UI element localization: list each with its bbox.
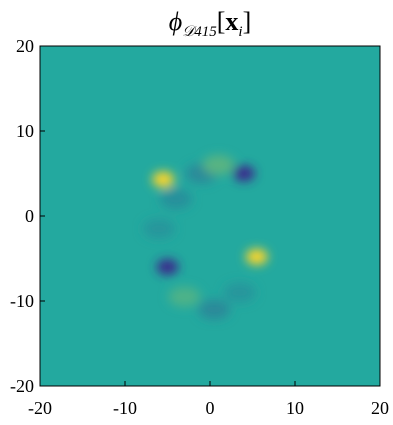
title-symbol: ϕ [169,7,182,36]
title-subscript: 𝒟415 [182,24,217,40]
title-argument: x [225,7,238,36]
heat-blob [152,171,175,188]
y-tick-label: 20 [16,36,34,56]
x-tick-label: 10 [286,398,304,418]
heat-blob [198,299,231,320]
title-bracket: ] [243,7,252,36]
y-tick-label: -20 [10,376,34,396]
heat-blob [233,165,255,182]
heat-blob [202,155,235,175]
title-argument-subscript: i [238,24,242,40]
x-tick-label: -10 [113,398,137,418]
heat-blob [168,286,201,307]
heat-blob [143,218,175,239]
heat-blob [156,259,179,275]
y-tick-label: -10 [10,291,34,311]
y-tick-label: 0 [25,206,34,226]
title-bracket: [ [217,7,226,36]
heat-blob [245,248,268,265]
plot-background [40,46,380,386]
heat-blob [160,189,192,209]
x-tick-label: 20 [371,398,389,418]
y-tick-label: 10 [16,121,34,141]
x-tick-label: -20 [28,398,52,418]
heatmap-field [143,155,268,320]
x-tick-label: 0 [206,398,215,418]
heat-blob [223,282,256,303]
chart-title: ϕ𝒟415[xi] [169,7,251,40]
